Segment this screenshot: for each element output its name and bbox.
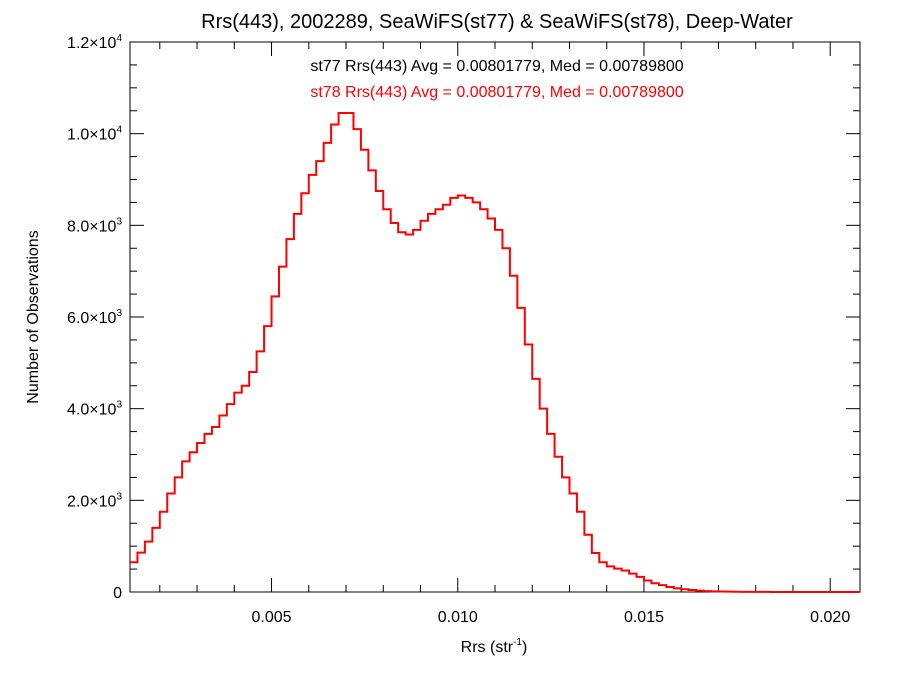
y-tick-label: 6.0×103	[67, 308, 122, 327]
annotation-st77: st77 Rrs(443) Avg = 0.00801779, Med = 0.…	[310, 58, 683, 75]
y-tick-label: 1.0×104	[67, 125, 122, 144]
x-axis-label-suffix: )	[522, 639, 527, 656]
x-axis-label: Rrs (str-1)	[461, 637, 528, 656]
x-tick-label: 0.015	[624, 609, 664, 626]
x-axis-label-text: Rrs (str	[461, 639, 514, 656]
x-tick-label: 0.010	[438, 609, 478, 626]
plot-frame	[129, 41, 861, 593]
chart-title: Rrs(443), 2002289, SeaWiFS(st77) & SeaWi…	[201, 11, 793, 33]
x-axis-label-sup: -1	[513, 637, 522, 648]
x-tick-labels: 0.005 0.010 0.015 0.020	[252, 609, 851, 626]
y-tick-label: 1.2×104	[67, 33, 122, 52]
y-tick-labels: 0 2.0×103 4.0×103 6.0×103 8.0×103 1.0×104 1.2×…	[67, 33, 122, 602]
x-tick-label: 0.020	[810, 609, 850, 626]
y-tick-label: 2.0×103	[67, 491, 122, 510]
y-tick-label: 8.0×103	[67, 216, 122, 235]
y-tick-label: 4.0×103	[67, 400, 122, 419]
annotation-st78: st78 Rrs(443) Avg = 0.00801779, Med = 0.…	[310, 84, 683, 101]
histogram-series-line	[130, 112, 860, 593]
axis-ticks	[130, 41, 860, 593]
x-tick-label: 0.005	[252, 609, 292, 626]
y-tick-label: 0	[113, 585, 122, 602]
y-axis-label: Number of Observations	[25, 230, 42, 403]
